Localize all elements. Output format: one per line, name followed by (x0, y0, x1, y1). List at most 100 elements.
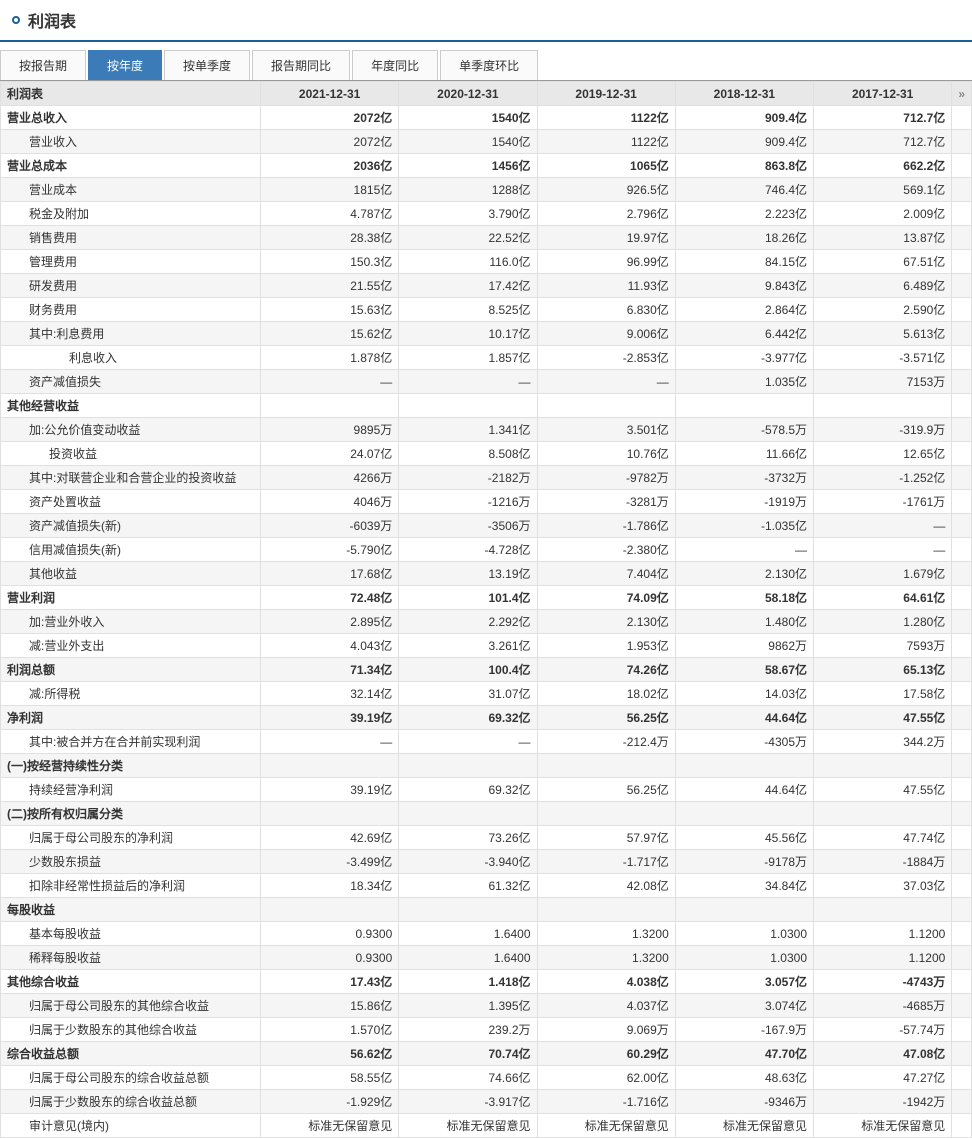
table-row: 净利润39.19亿69.32亿56.25亿44.64亿47.55亿 (1, 706, 972, 730)
scroll-right-arrow[interactable]: » (952, 82, 972, 106)
cell-value: 1.395亿 (399, 994, 537, 1018)
row-label: 加:营业外收入 (1, 610, 261, 634)
row-label: 归属于少数股东的其他综合收益 (1, 1018, 261, 1042)
cell-value: 4.037亿 (537, 994, 675, 1018)
cell-value: -2182万 (399, 466, 537, 490)
cell-value: 909.4亿 (675, 130, 813, 154)
cell-value: -9782万 (537, 466, 675, 490)
cell-value: 3.501亿 (537, 418, 675, 442)
row-label: 扣除非经常性损益后的净利润 (1, 874, 261, 898)
column-header: 2017-12-31 (814, 82, 952, 106)
cell-value: 2.130亿 (675, 562, 813, 586)
cell-value: 6.830亿 (537, 298, 675, 322)
row-label: 稀释每股收益 (1, 946, 261, 970)
cell-value: 3.074亿 (675, 994, 813, 1018)
cell-value: -1.252亿 (814, 466, 952, 490)
cell-value: 0.9300 (261, 946, 399, 970)
cell-value (537, 754, 675, 778)
cell-value: -1761万 (814, 490, 952, 514)
cell-value: 69.32亿 (399, 778, 537, 802)
tab-5[interactable]: 单季度环比 (440, 50, 538, 80)
cell-value: 32.14亿 (261, 682, 399, 706)
cell-value: -3.499亿 (261, 850, 399, 874)
table-row: 归属于母公司股东的其他综合收益15.86亿1.395亿4.037亿3.074亿-… (1, 994, 972, 1018)
cell-value: 13.19亿 (399, 562, 537, 586)
cell-value: 100.4亿 (399, 658, 537, 682)
column-header: 2018-12-31 (675, 82, 813, 106)
cell-value: 70.74亿 (399, 1042, 537, 1066)
cell-value: -4305万 (675, 730, 813, 754)
cell-value: 150.3亿 (261, 250, 399, 274)
cell-value (261, 898, 399, 922)
cell-value: 1.1200 (814, 946, 952, 970)
cell-value: 28.38亿 (261, 226, 399, 250)
table-row: 加:公允价值变动收益9895万1.341亿3.501亿-578.5万-319.9… (1, 418, 972, 442)
cell-value: 47.08亿 (814, 1042, 952, 1066)
cell-value: 2.223亿 (675, 202, 813, 226)
table-row: 减:所得税32.14亿31.07亿18.02亿14.03亿17.58亿 (1, 682, 972, 706)
cell-value: 47.27亿 (814, 1066, 952, 1090)
cell-value: 13.87亿 (814, 226, 952, 250)
row-label: 资产减值损失 (1, 370, 261, 394)
cell-value: 1.570亿 (261, 1018, 399, 1042)
cell-value: 1.0300 (675, 922, 813, 946)
table-row: (二)按所有权归属分类 (1, 802, 972, 826)
cell-value (814, 802, 952, 826)
cell-value: 65.13亿 (814, 658, 952, 682)
cell-value: 1.418亿 (399, 970, 537, 994)
row-label: 财务费用 (1, 298, 261, 322)
row-label: 营业总收入 (1, 106, 261, 130)
cell-value: 62.00亿 (537, 1066, 675, 1090)
cell-value: — (814, 514, 952, 538)
cell-value: 37.03亿 (814, 874, 952, 898)
tab-4[interactable]: 年度同比 (352, 50, 438, 80)
cell-value: -212.4万 (537, 730, 675, 754)
cell-value: 19.97亿 (537, 226, 675, 250)
cell-value: 标准无保留意见 (261, 1114, 399, 1138)
tab-1[interactable]: 按年度 (88, 50, 162, 80)
cell-value: -9178万 (675, 850, 813, 874)
row-label: 其他收益 (1, 562, 261, 586)
cell-value (814, 754, 952, 778)
cell-value: 1.3200 (537, 946, 675, 970)
bullet-icon (12, 16, 20, 24)
cell-value: — (261, 370, 399, 394)
page-header: 利润表 (0, 0, 972, 42)
cell-value: 9862万 (675, 634, 813, 658)
cell-value: 74.26亿 (537, 658, 675, 682)
cell-value: — (675, 538, 813, 562)
table-row: 归属于少数股东的综合收益总额-1.929亿-3.917亿-1.716亿-9346… (1, 1090, 972, 1114)
cell-value: 909.4亿 (675, 106, 813, 130)
cell-value: 96.99亿 (537, 250, 675, 274)
table-row: 研发费用21.55亿17.42亿11.93亿9.843亿6.489亿 (1, 274, 972, 298)
cell-value: -167.9万 (675, 1018, 813, 1042)
cell-value: 24.07亿 (261, 442, 399, 466)
tab-3[interactable]: 报告期同比 (252, 50, 350, 80)
tab-0[interactable]: 按报告期 (0, 50, 86, 80)
cell-value: -4685万 (814, 994, 952, 1018)
cell-value: 18.34亿 (261, 874, 399, 898)
cell-value: -2.853亿 (537, 346, 675, 370)
cell-value: 3.261亿 (399, 634, 537, 658)
cell-value: -1942万 (814, 1090, 952, 1114)
cell-value: -3281万 (537, 490, 675, 514)
cell-value: 3.057亿 (675, 970, 813, 994)
cell-value: 47.74亿 (814, 826, 952, 850)
cell-value: 61.32亿 (399, 874, 537, 898)
cell-value: 18.02亿 (537, 682, 675, 706)
table-row: 财务费用15.63亿8.525亿6.830亿2.864亿2.590亿 (1, 298, 972, 322)
cell-value: — (399, 370, 537, 394)
cell-value: 2036亿 (261, 154, 399, 178)
row-label: 利润总额 (1, 658, 261, 682)
row-label: 持续经营净利润 (1, 778, 261, 802)
table-row: 综合收益总额56.62亿70.74亿60.29亿47.70亿47.08亿 (1, 1042, 972, 1066)
cell-value: 64.61亿 (814, 586, 952, 610)
table-row: 持续经营净利润39.19亿69.32亿56.25亿44.64亿47.55亿 (1, 778, 972, 802)
cell-value: 标准无保留意见 (675, 1114, 813, 1138)
tab-2[interactable]: 按单季度 (164, 50, 250, 80)
row-label: 归属于母公司股东的其他综合收益 (1, 994, 261, 1018)
table-row: 税金及附加4.787亿3.790亿2.796亿2.223亿2.009亿 (1, 202, 972, 226)
table-row: 营业利润72.48亿101.4亿74.09亿58.18亿64.61亿 (1, 586, 972, 610)
cell-value: 1288亿 (399, 178, 537, 202)
row-label: (二)按所有权归属分类 (1, 802, 261, 826)
